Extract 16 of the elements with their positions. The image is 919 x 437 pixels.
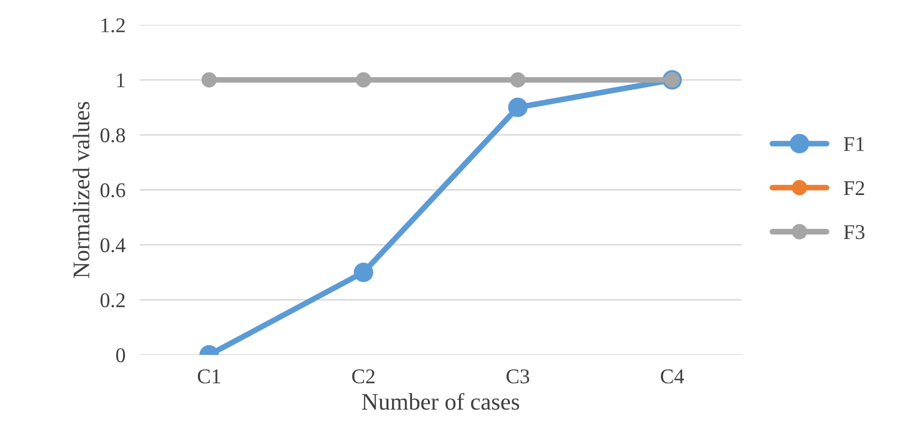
y-tick-label: 0.8 xyxy=(100,128,126,142)
legend-label: F3 xyxy=(844,225,864,240)
y-tick-label: 0 xyxy=(116,348,126,362)
y-tick-label: 0.6 xyxy=(100,183,126,198)
y-tick-label: 0.2 xyxy=(100,293,125,308)
x-tick-label: C2 xyxy=(352,369,374,384)
legend-label: F2 xyxy=(844,181,864,195)
y-tick-label: 1.2 xyxy=(102,18,125,32)
x-axis-title: Number of cases xyxy=(362,392,520,410)
x-tick-label: C3 xyxy=(506,369,530,384)
y-tick-label: 1 xyxy=(117,73,125,88)
legend-label: F1 xyxy=(844,137,864,151)
y-tick-label: 0.4 xyxy=(100,238,126,252)
x-tick-label: C4 xyxy=(660,369,684,384)
x-tick-label: C1 xyxy=(198,369,220,384)
y-axis-title: Normalized values xyxy=(72,102,90,278)
